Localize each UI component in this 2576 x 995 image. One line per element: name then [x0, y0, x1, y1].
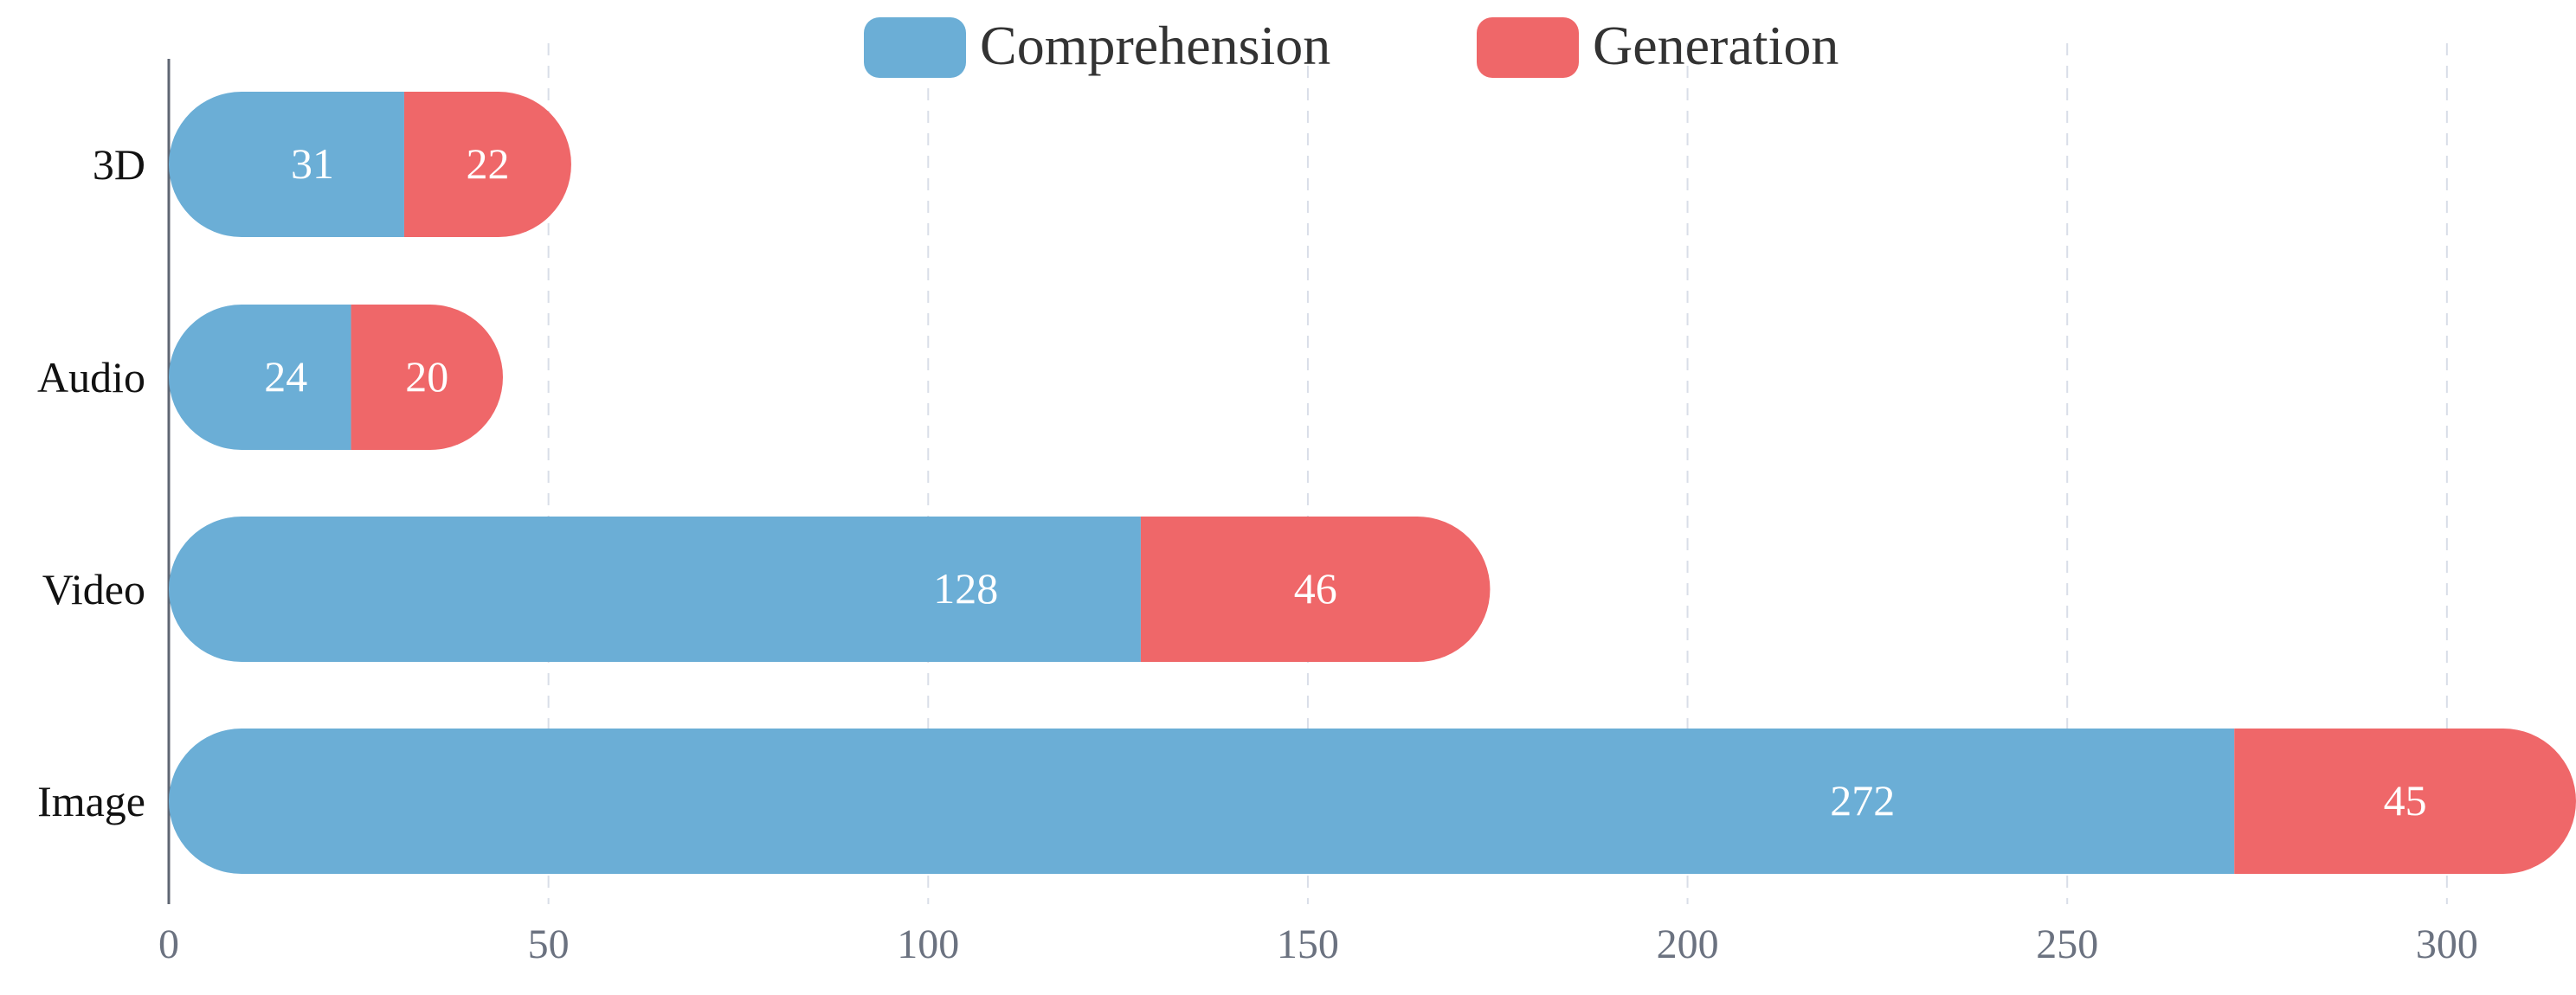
legend-item-comprehension: Comprehension: [864, 15, 1330, 78]
bar-generation-video: [1140, 517, 1491, 662]
legend-label-comprehension: Comprehension: [980, 15, 1330, 76]
value-label-generation-audio: 20: [405, 352, 448, 401]
category-label-3d: 3D: [93, 140, 145, 189]
x-tick-label-150: 150: [1277, 921, 1339, 967]
legend-swatch-comprehension: [864, 17, 966, 78]
bar-comprehension-video: [169, 517, 1141, 662]
x-tick-label-50: 50: [528, 921, 570, 967]
legend: Comprehension Generation: [864, 15, 1839, 78]
bar-generation-3d: [403, 92, 571, 237]
value-label-comprehension-image: 272: [1830, 776, 1895, 825]
bar-group-image: [169, 729, 2576, 874]
value-label-comprehension-audio: 24: [264, 352, 307, 401]
value-label-comprehension-video: 128: [933, 564, 998, 613]
value-label-generation-3d: 22: [466, 139, 509, 188]
category-label-image: Image: [37, 777, 145, 825]
bar-generation-audio: [351, 305, 504, 450]
bar-comprehension-image: [169, 729, 2235, 874]
category-label-video: Video: [42, 565, 145, 613]
value-label-generation-video: 46: [1294, 564, 1337, 613]
grid-lines: [547, 43, 2448, 904]
bar-group-video: [169, 517, 1491, 662]
category-label-audio: Audio: [37, 353, 145, 401]
x-tick-label-0: 0: [158, 921, 179, 967]
value-label-generation-image: 45: [2384, 776, 2427, 825]
bar-generation-image: [2234, 729, 2576, 874]
x-tick-label-250: 250: [2036, 921, 2098, 967]
x-tick-labels: 0 50 100 150 200 250 300: [158, 921, 2478, 967]
x-tick-label-300: 300: [2416, 921, 2478, 967]
bar-group-3d: [169, 92, 571, 237]
bar-comprehension-3d: [169, 92, 404, 237]
legend-swatch-generation: [1477, 17, 1579, 78]
x-tick-label-100: 100: [897, 921, 959, 967]
bar-comprehension-audio: [169, 305, 351, 450]
bars: 31 22 24 20 128 46 272 45: [169, 92, 2576, 874]
x-tick-label-200: 200: [1657, 921, 1719, 967]
legend-label-generation: Generation: [1593, 15, 1839, 76]
legend-item-generation: Generation: [1477, 15, 1839, 78]
bar-group-audio: [169, 305, 504, 450]
value-label-comprehension-3d: 31: [291, 139, 334, 188]
